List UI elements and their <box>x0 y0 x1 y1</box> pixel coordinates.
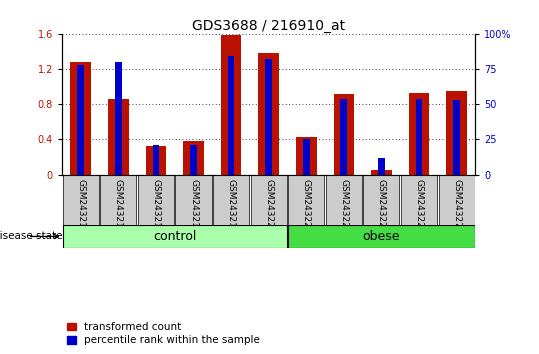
Bar <box>334 93 354 175</box>
Text: GSM243219: GSM243219 <box>226 179 236 233</box>
Text: GSM243218: GSM243218 <box>189 179 198 233</box>
Bar <box>251 175 287 225</box>
Bar <box>453 100 460 175</box>
Bar <box>100 175 136 225</box>
Bar <box>108 99 129 175</box>
Bar <box>401 175 437 225</box>
Bar <box>153 145 160 175</box>
Bar <box>78 65 84 175</box>
Text: GSM243220: GSM243220 <box>264 179 273 233</box>
Bar <box>378 158 385 175</box>
Legend: transformed count, percentile rank within the sample: transformed count, percentile rank withi… <box>67 322 260 345</box>
Bar <box>288 175 324 225</box>
Bar <box>221 35 241 175</box>
Text: GSM243275: GSM243275 <box>452 179 461 233</box>
Bar <box>409 93 430 175</box>
Bar <box>63 225 287 248</box>
Bar <box>296 137 316 175</box>
Bar <box>190 145 197 175</box>
Bar <box>71 62 91 175</box>
Text: GSM243227: GSM243227 <box>377 179 386 233</box>
Title: GDS3688 / 216910_at: GDS3688 / 216910_at <box>192 19 345 33</box>
Text: control: control <box>153 230 196 243</box>
Bar <box>265 59 272 175</box>
Bar <box>115 62 122 175</box>
Bar <box>227 56 234 175</box>
Text: GSM243228: GSM243228 <box>414 179 424 233</box>
Bar <box>439 175 475 225</box>
Bar <box>183 141 204 175</box>
Bar <box>326 175 362 225</box>
Text: GSM243226: GSM243226 <box>340 179 348 233</box>
Bar <box>416 98 423 175</box>
Bar <box>341 98 347 175</box>
Bar <box>63 175 99 225</box>
Bar <box>288 225 475 248</box>
Bar <box>446 91 467 175</box>
Bar <box>176 175 212 225</box>
Bar <box>303 139 310 175</box>
Text: disease state: disease state <box>0 232 63 241</box>
Bar <box>146 145 166 175</box>
Text: GSM243216: GSM243216 <box>114 179 123 233</box>
Bar <box>258 53 279 175</box>
Text: obese: obese <box>363 230 400 243</box>
Text: GSM243217: GSM243217 <box>151 179 161 233</box>
Text: GSM243215: GSM243215 <box>77 179 85 233</box>
Text: GSM243225: GSM243225 <box>302 179 311 233</box>
Bar <box>371 170 392 175</box>
Bar <box>138 175 174 225</box>
Bar <box>213 175 249 225</box>
Bar <box>363 175 399 225</box>
